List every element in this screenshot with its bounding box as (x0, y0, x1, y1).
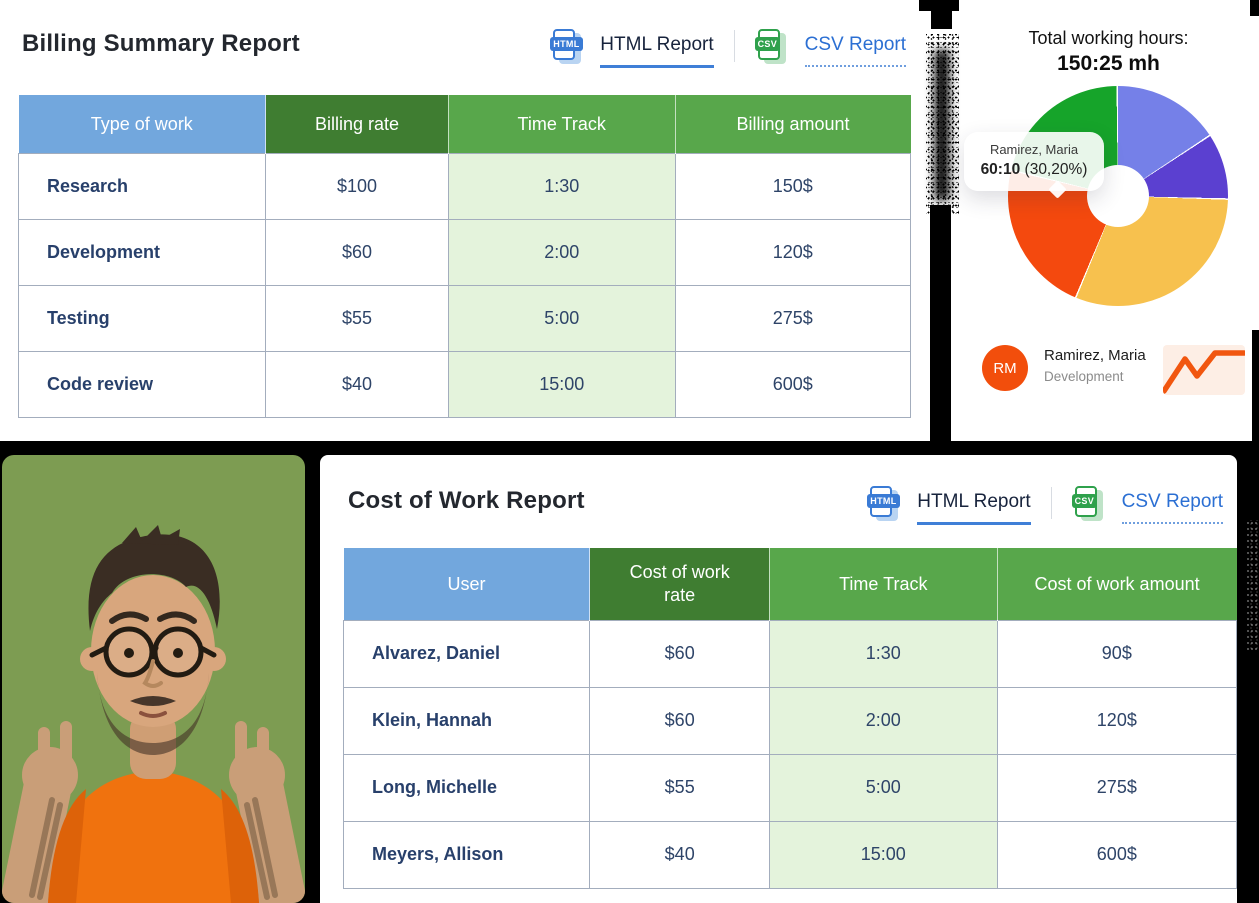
tooltip-user-name: Ramirez, Maria (989, 142, 1079, 157)
billing-table: Type of work Billing rate Time Track Billin… (17, 95, 911, 418)
table-cell: Research (17, 152, 267, 220)
table-row: Code review $40 15:00 600$ (17, 350, 911, 418)
billing-summary-card: Billing Summary Report HTML HTML Report … (0, 0, 928, 441)
table-cell: 275$ (996, 753, 1238, 822)
cost-export-controls: HTML HTML Report CSV CSV Report (867, 485, 1223, 525)
html-report-button[interactable]: HTML Report (917, 491, 1031, 525)
table-cell: $60 (265, 218, 449, 286)
column-header: Time Track (447, 95, 675, 153)
column-header: Time Track (768, 548, 998, 620)
table-cell: Development (17, 218, 267, 286)
legend-user-name: Ramirez, Maria (1044, 347, 1146, 364)
table-cell: 2:00 (768, 686, 998, 755)
legend-user-role: Development (1044, 369, 1124, 384)
table-cell: $40 (265, 350, 449, 418)
table-cell: 1:30 (768, 619, 998, 688)
working-hours-total: 150:25 mh (1057, 52, 1160, 75)
billing-summary-title: Billing Summary Report (22, 30, 300, 57)
working-hours-card: Total working hours: 150:25 mh Ramirez, … (958, 0, 1259, 437)
tooltip-value-line: 60:10 (30,20%) (970, 161, 1098, 179)
table-row: Research $100 1:30 150$ (17, 152, 911, 220)
cost-of-work-card: Cost of Work Report HTML HTML Report CSV… (320, 455, 1238, 903)
tooltip-hours: 60:10 (980, 161, 1021, 178)
column-header: Type of work (18, 95, 266, 153)
html-report-button[interactable]: HTML Report (600, 34, 714, 68)
donut-tooltip: Ramirez, Maria 60:10 (30,20%) (964, 132, 1104, 191)
grunge-strip (930, 205, 951, 441)
table-cell: $55 (265, 284, 449, 352)
table-cell: 15:00 (768, 820, 998, 889)
table-cell: $60 (589, 686, 770, 755)
grunge-corner-mark (1250, 0, 1259, 16)
html-file-icon: HTML (867, 485, 901, 525)
header-row: Type of work Billing rate Time Track Billin… (18, 95, 911, 153)
column-header: Billing amount (674, 95, 911, 153)
table-cell: 2:00 (447, 218, 676, 286)
divider (1050, 487, 1052, 519)
working-hours-title: Total working hours: (1028, 28, 1189, 48)
table-cell: $100 (265, 152, 449, 220)
tooltip-percent: (30,20%) (1024, 161, 1088, 178)
table-cell: 600$ (996, 820, 1238, 889)
person-photo (2, 455, 305, 903)
table-cell: $40 (589, 820, 770, 889)
html-file-icon: HTML (550, 28, 584, 68)
table-row: Klein, Hannah $60 2:00 120$ (342, 686, 1238, 755)
table-row: Alvarez, Daniel $60 1:30 90$ (342, 619, 1238, 688)
grunge-mark-top-stem (931, 11, 952, 29)
column-header: User (343, 548, 590, 620)
table-cell: Long, Michelle (342, 753, 591, 822)
table-row: Long, Michelle $55 5:00 275$ (342, 753, 1238, 822)
trend-sparkline-icon (1163, 345, 1245, 395)
column-header: Cost of work rate (589, 548, 770, 620)
table-cell: 15:00 (447, 350, 676, 418)
grunge-right-noise (1246, 520, 1259, 650)
header-row: User Cost of work rate Time Track Cost of w… (343, 548, 1237, 620)
csv-report-button[interactable]: CSV Report (1121, 491, 1223, 524)
grunge-mark-top (919, 0, 959, 11)
table-cell: 275$ (674, 284, 911, 352)
user-legend-row: RM Ramirez, Maria Development (958, 345, 1259, 397)
table-cell: 1:30 (447, 152, 676, 220)
table-cell: 5:00 (768, 753, 998, 822)
table-cell: 5:00 (447, 284, 676, 352)
csv-report-button[interactable]: CSV Report (804, 34, 906, 67)
cost-of-work-title: Cost of Work Report (348, 487, 585, 514)
table-cell: 150$ (674, 152, 911, 220)
working-hours-donut[interactable] (1008, 86, 1228, 306)
csv-file-icon: CSV (1071, 485, 1106, 525)
divider (733, 30, 735, 62)
table-cell: Code review (17, 350, 267, 418)
table-cell: Alvarez, Daniel (342, 619, 591, 688)
table-cell: $55 (589, 753, 770, 822)
avatar: RM (982, 345, 1028, 391)
table-cell: Klein, Hannah (342, 686, 591, 755)
csv-file-icon: CSV (754, 28, 789, 68)
cost-table-container: User Cost of work rate Time Track Cost of w… (342, 548, 1238, 889)
billing-table-container: Type of work Billing rate Time Track Billin… (17, 95, 911, 418)
table-cell: 90$ (996, 619, 1238, 688)
grunge-right-edge-mark (1252, 330, 1259, 441)
table-cell: 600$ (674, 350, 911, 418)
table-row: Testing $55 5:00 275$ (17, 284, 911, 352)
column-header: Billing rate (265, 95, 449, 153)
table-cell: Meyers, Allison (342, 820, 591, 889)
billing-export-controls: HTML HTML Report CSV CSV Report (550, 28, 906, 68)
table-cell: 120$ (674, 218, 911, 286)
cost-table: User Cost of work rate Time Track Cost of w… (342, 548, 1238, 889)
table-row: Meyers, Allison $40 15:00 600$ (342, 820, 1238, 889)
table-row: Development $60 2:00 120$ (17, 218, 911, 286)
table-cell: Testing (17, 284, 267, 352)
table-cell: $60 (589, 619, 770, 688)
column-header: Cost of work amount (996, 548, 1237, 620)
table-cell: 120$ (996, 686, 1238, 755)
grunge-noise-strip (926, 34, 959, 214)
